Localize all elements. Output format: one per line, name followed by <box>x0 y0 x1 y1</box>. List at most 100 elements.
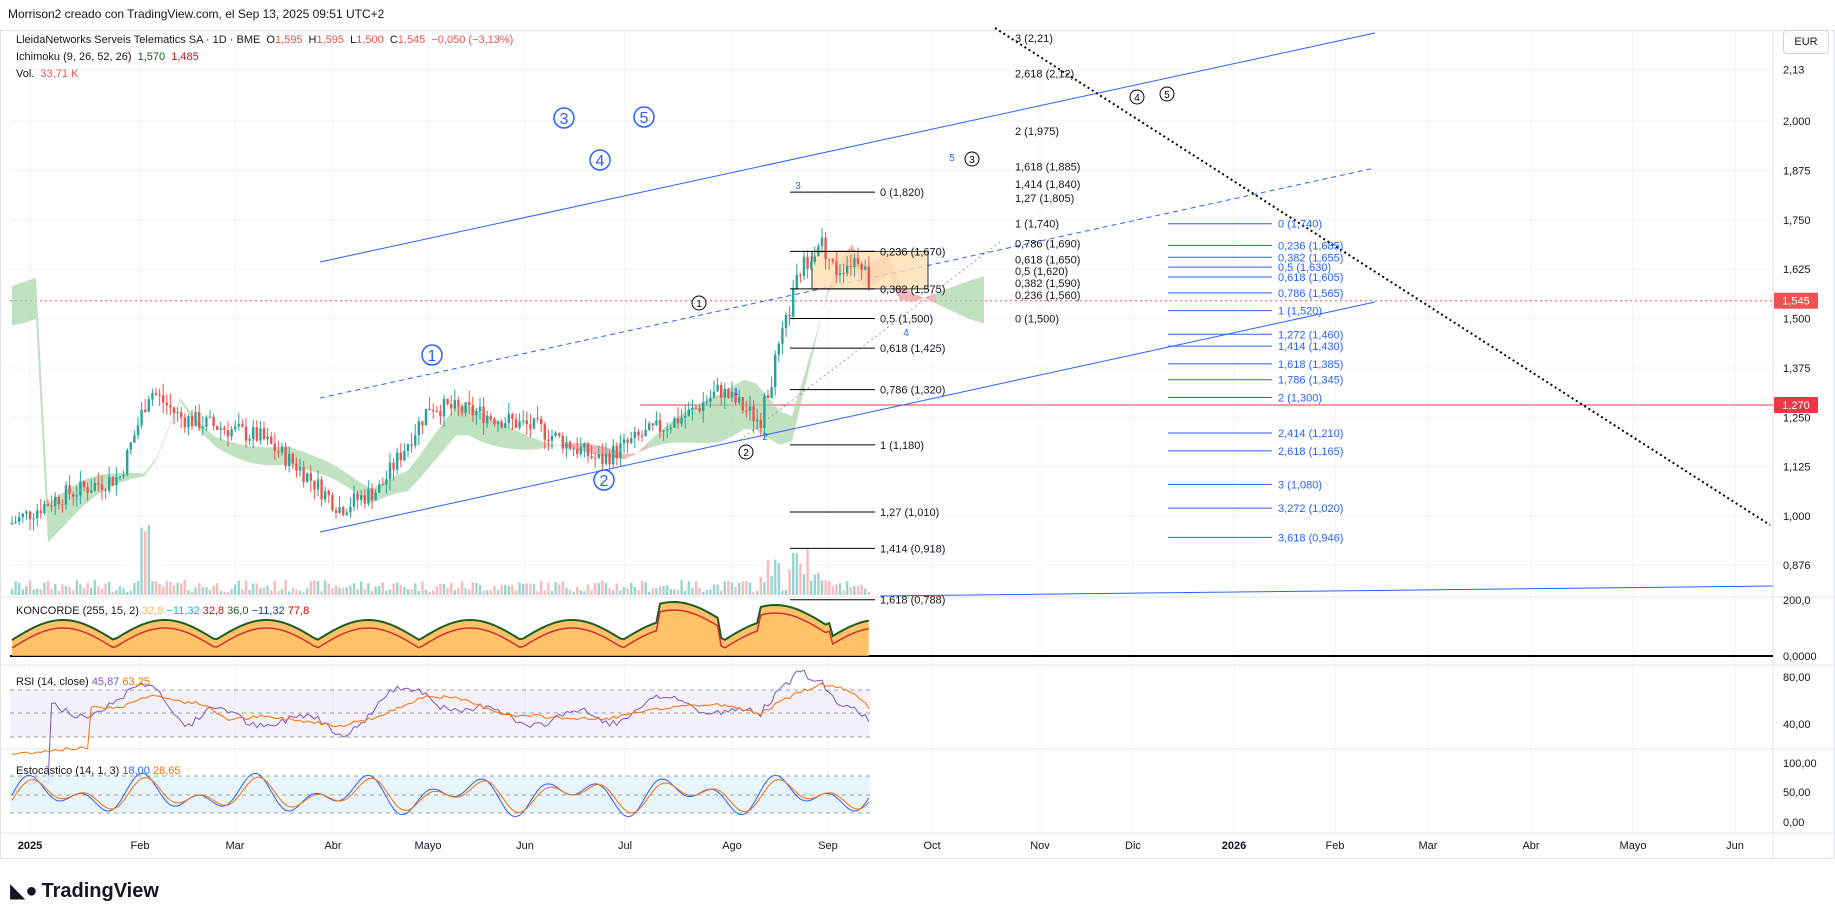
volume-bar <box>586 584 590 595</box>
candle-body <box>324 490 327 500</box>
volume-bar <box>450 582 453 595</box>
volume-bar <box>381 582 384 595</box>
candle-body <box>273 443 276 452</box>
volume-bar <box>655 588 658 595</box>
fib-blue-label: 0 (1,740) <box>1278 219 1322 231</box>
volume-legend[interactable]: Vol. 33,71 K <box>16 68 81 80</box>
candle-body <box>788 315 791 317</box>
volume-bar <box>219 590 222 595</box>
ichimoku-cloud <box>132 472 144 479</box>
volume-bar <box>320 591 323 595</box>
ichimoku-cloud <box>552 444 564 447</box>
volume-bar <box>367 583 370 595</box>
candle-body <box>500 421 503 428</box>
candle-body <box>705 401 708 403</box>
volume-bar <box>514 590 518 595</box>
candle-body <box>194 412 197 427</box>
candle-body <box>298 466 302 471</box>
volume-bar <box>547 582 550 595</box>
volume-bar <box>846 581 849 595</box>
wave-marker-black <box>964 151 980 167</box>
volume-bar <box>759 576 762 595</box>
candle-body <box>252 427 255 439</box>
candle-body <box>741 397 744 411</box>
volume-bar <box>550 590 554 595</box>
ichimoku-cloud <box>648 431 660 449</box>
candle-body <box>655 420 658 426</box>
candle-body <box>464 402 467 413</box>
time-tick-label: Dic <box>1125 840 1141 852</box>
tradingview-logo[interactable]: ◣● TradingView <box>10 878 159 903</box>
fib-retracement-label: 1 (1,180) <box>880 440 924 452</box>
volume-bar <box>532 584 536 595</box>
fib-extension-label: 0 (1,500) <box>1015 314 1059 326</box>
volume-bar <box>313 580 316 595</box>
ichimoku-legend[interactable]: Ichimoku (9, 26, 52, 26) 1,570 1,485 <box>16 51 202 63</box>
fib-blue-label: 1,272 (1,460) <box>1278 329 1343 341</box>
wave-label-blue: 3 <box>560 111 569 128</box>
volume-bar <box>619 590 622 595</box>
fib-retracement-label: 1,27 (1,010) <box>880 507 939 519</box>
candle-body <box>54 496 57 507</box>
volume-bar <box>518 582 521 595</box>
candle-body <box>14 521 17 523</box>
candle-body <box>284 446 287 467</box>
candle-body <box>295 463 298 471</box>
ichimoku-cloud <box>72 479 84 518</box>
rsi-legend[interactable]: RSI (14, close) 45,87 63,25 <box>16 676 150 688</box>
stoch-d-line <box>11 776 870 814</box>
time-tick-label: Mayo <box>415 840 442 852</box>
volume-bar <box>363 589 366 595</box>
candle-body <box>604 453 608 464</box>
candle-body <box>496 421 500 425</box>
candle-body <box>514 419 518 428</box>
price-tick-label: 0,876 <box>1783 560 1811 572</box>
candle-body <box>446 398 449 405</box>
candle-body <box>414 435 417 446</box>
konkorde-legend[interactable]: KONCORDE (255, 15, 2) 32,8 −11,32 32,8 3… <box>16 605 309 617</box>
volume-bar <box>486 590 489 595</box>
candle-body <box>46 503 50 506</box>
stoch-legend[interactable]: Estocástico (14, 1, 3) 18,00 28,65 <box>16 765 181 777</box>
volume-bar <box>28 580 32 595</box>
candle-body <box>770 387 773 399</box>
volume-bar <box>349 585 352 595</box>
candle-body <box>579 447 582 455</box>
candle-body <box>133 435 136 443</box>
rsi-band <box>10 690 870 737</box>
ichimoku-cloud <box>720 386 732 443</box>
candle-body <box>244 426 248 441</box>
volume-bar <box>129 590 132 595</box>
ichimoku-cloud <box>312 455 324 475</box>
volume-bar <box>111 591 114 595</box>
time-tick-label: Mar <box>226 840 245 852</box>
ichimoku-cloud <box>540 440 552 449</box>
currency-button[interactable]: EUR <box>1783 30 1829 54</box>
volume-bar <box>806 549 809 595</box>
candle-body <box>478 406 482 412</box>
candle-body <box>316 479 320 490</box>
volume-bar <box>734 586 737 595</box>
candle-body <box>388 462 392 480</box>
candle-body <box>442 398 446 417</box>
candle-body <box>79 481 82 496</box>
konkorde-value-6: 77,8 <box>287 605 310 617</box>
volume-bar <box>439 583 442 595</box>
horizontal-level-label: 1,270 <box>1782 400 1810 412</box>
candle-body <box>630 438 633 444</box>
candle-body <box>504 423 507 428</box>
ichimoku-value-2: 1,485 <box>171 51 199 63</box>
volume-bar <box>342 588 345 595</box>
volume-bar <box>226 591 230 595</box>
volume-value: 33,71 K <box>40 68 79 80</box>
wave-label-minor: 2 <box>762 432 768 443</box>
volume-bar <box>385 590 388 595</box>
ichimoku-cloud <box>144 458 156 477</box>
volume-bar <box>867 591 870 595</box>
candle-body <box>82 481 86 488</box>
candle-body <box>777 343 780 355</box>
symbol-legend[interactable]: LleidaNetworks Serveis Telematics SA · 1… <box>16 34 516 46</box>
candle-body <box>306 473 309 483</box>
candle-body <box>327 490 330 496</box>
